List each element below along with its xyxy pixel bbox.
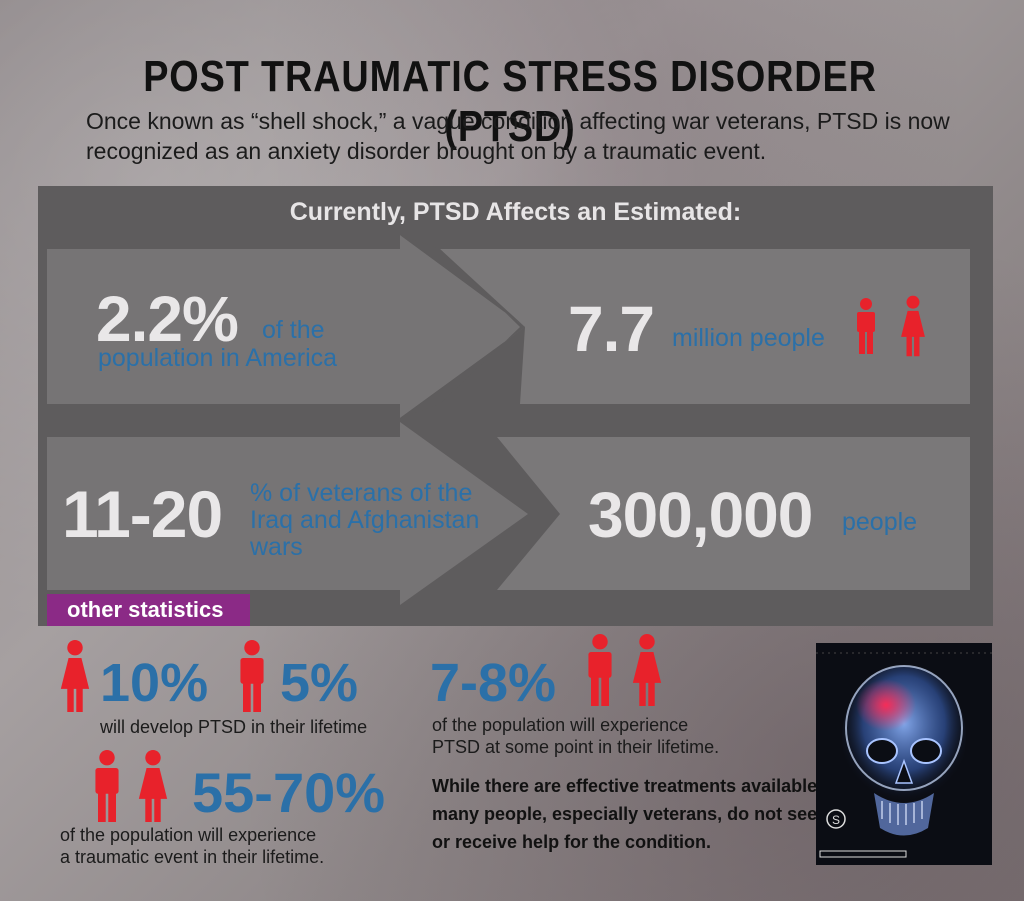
man-icon [856,290,876,362]
man-icon [586,634,614,706]
man-icon [92,750,122,822]
panel-heading: Currently, PTSD Affects an Estimated: [289,198,742,226]
stat-men-5-percent: 5% [280,653,359,713]
other-statistics-tag: other statistics [47,594,250,626]
stat-11-20-label: % of veterans of the Iraq and Afghanista… [250,480,479,561]
intro-line-2: recognized as an anxiety disorder brough… [86,138,767,164]
arrow-row1-chevron [400,235,525,418]
stat-11-20-label-3: wars [250,533,303,561]
stat-2-2-label-2: population in America [98,344,338,372]
stat-women-10-percent: 10% [100,653,209,713]
skull-xray-image: S [816,643,992,865]
arrow-row1-left [47,235,525,418]
woman-icon [628,634,666,706]
woman-icon [56,640,94,712]
population-label-2: PTSD at some point in their lifetime. [432,737,720,757]
woman-icon [134,750,172,822]
stat-300000-value: 300,000 [588,479,813,551]
stat-2-2-percent: 2.2% [96,283,239,355]
arrow-row1-right [440,249,970,404]
skull-xray-graphic: S [816,652,992,858]
arrow-row2-right [497,437,970,590]
stat-11-20-label-1: % of veterans of the [250,479,473,507]
population-label-1: of the population will experience [432,715,689,735]
treatment-note-1: While there are effective treatments ava… [432,776,823,796]
other-statistics-label: other statistics [67,597,224,622]
stat-11-20-value: 11-20 [62,477,223,551]
man-icon [238,640,266,712]
xray-marker: S [832,813,840,827]
woman-icon [900,290,926,362]
page-title: POST TRAUMATIC STRESS DISORDER (PTSD) [143,52,877,151]
trauma-label-1: of the population will experience [60,825,317,845]
treatment-note-2: many people, especially veterans, do not… [432,804,828,824]
intro-line-1: Once known as “shell shock,” a vague con… [86,108,950,134]
stat-7-8-percent: 7-8% [430,653,557,713]
stat-7-7-value: 7.7 [568,293,655,365]
trauma-label-2: a traumatic event in their lifetime. [60,847,325,867]
intro-text: Once known as “shell shock,” a vague con… [86,106,966,166]
stat-2-2-label-1: of the [262,316,325,344]
stat-11-20-label-2: Iraq and Afghanistan [250,506,480,534]
trauma-label: of the population will experience a trau… [60,824,324,868]
arrow-row2-left [47,422,528,605]
stat-300000-label: people [842,508,918,536]
treatment-note-3: or receive help for the condition. [432,832,712,852]
population-label: of the population will experience PTSD a… [432,714,719,758]
treatment-note: While there are effective treatments ava… [432,772,827,856]
stat-7-7-label: million people [672,324,825,352]
stat-55-70-percent: 55-70% [192,761,386,824]
lifetime-label: will develop PTSD in their lifetime [100,717,368,737]
